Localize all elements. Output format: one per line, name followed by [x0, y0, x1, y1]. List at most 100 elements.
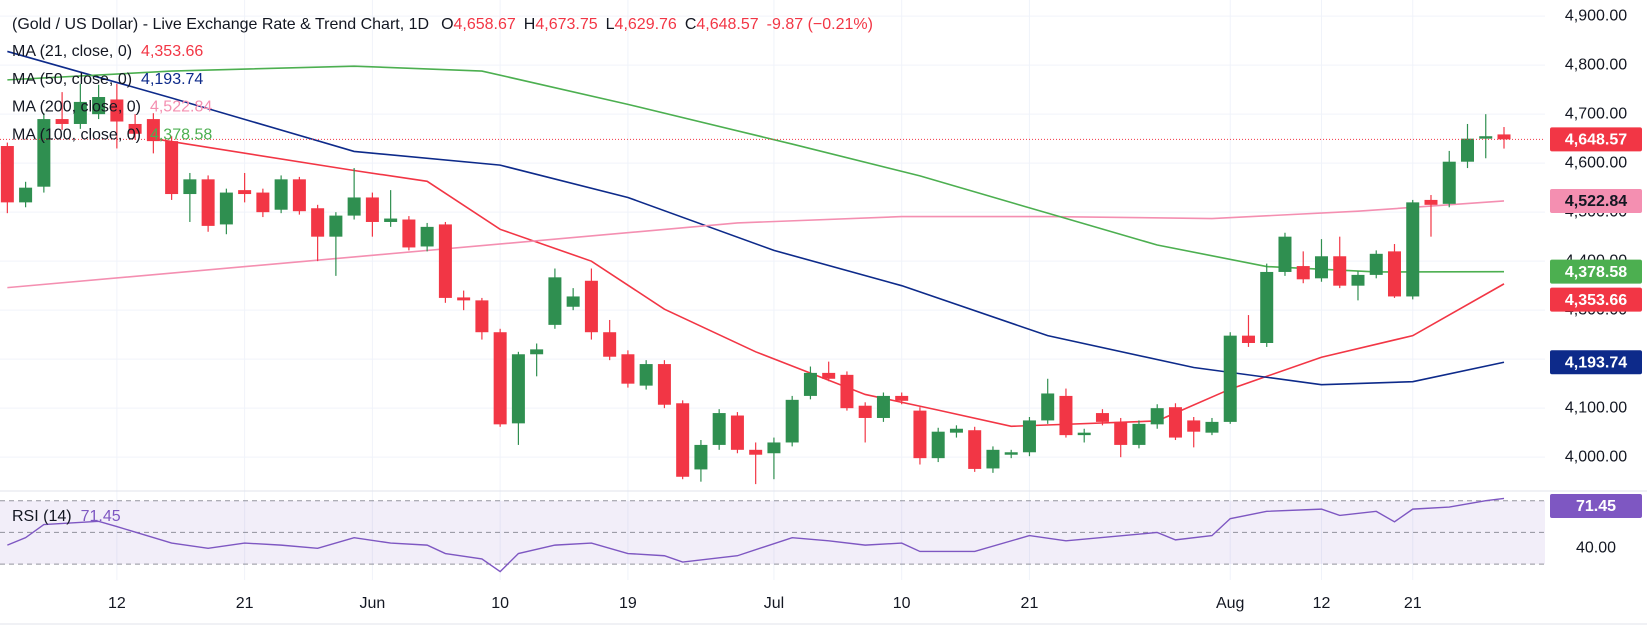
price-tag-label: 4,193.74	[1565, 354, 1627, 371]
candle-body	[530, 349, 544, 355]
candle-body	[0, 146, 14, 203]
ohlc-letter: H	[524, 16, 536, 33]
rsi-name: RSI (14)	[12, 508, 72, 525]
candle-body	[1022, 420, 1036, 453]
candle-body	[657, 364, 671, 405]
candle-body	[292, 179, 306, 212]
legend-entry: MA (100, close, 0) 4,378.58	[12, 127, 212, 144]
ma-line	[7, 200, 1505, 289]
candle-body	[895, 395, 909, 401]
candle-body	[876, 395, 890, 418]
rsi-value: 71.45	[81, 508, 121, 525]
candle-body	[384, 218, 398, 222]
candle-body	[457, 297, 471, 301]
price-tag	[1550, 188, 1642, 213]
candle-body	[548, 277, 562, 325]
candle-body	[1059, 395, 1073, 436]
candle-body	[767, 442, 781, 454]
y-tick-label: 4,600.00	[1565, 154, 1627, 171]
candle-body	[785, 399, 799, 443]
candle-body	[621, 354, 635, 384]
x-tick-label: 21	[1404, 595, 1422, 612]
candle-body	[566, 296, 580, 307]
change: -9.87 (−0.21%)	[767, 16, 873, 33]
ohlc-value: 4,648.57	[696, 16, 758, 33]
ohlc-letter: C	[685, 16, 697, 33]
legend-name: MA (200, close, 0)	[12, 99, 141, 116]
ohlc-value: 4,629.76	[615, 16, 677, 33]
candle-body	[347, 197, 361, 216]
candle-body	[822, 372, 836, 379]
candle-body	[1369, 253, 1383, 275]
candle-body	[329, 215, 343, 237]
candle-body	[438, 224, 452, 298]
x-tick-label: 21	[1021, 595, 1039, 612]
candle-body	[19, 187, 33, 203]
x-tick-label: 12	[1313, 595, 1331, 612]
rsi-panel: 40.00	[0, 497, 1616, 573]
candle-body	[420, 226, 434, 247]
candle-body	[475, 300, 489, 333]
candle-body	[238, 190, 252, 195]
candle-body	[511, 354, 525, 424]
candle-body	[1314, 256, 1328, 279]
rsi-band	[0, 500, 1545, 565]
candle-body	[201, 179, 215, 226]
rsi-line	[7, 497, 1505, 573]
candle-body	[1296, 266, 1310, 280]
candle-body	[949, 428, 963, 433]
candle-body	[749, 449, 763, 455]
candle-body	[1077, 432, 1091, 436]
ma-line	[153, 137, 1505, 428]
candle-body	[146, 119, 160, 142]
price-tag	[1550, 127, 1642, 152]
candle-body	[183, 179, 197, 195]
candle-body	[311, 208, 325, 237]
y-tick-label: 4,700.00	[1565, 105, 1627, 122]
legend-value: 4,522.84	[150, 99, 212, 116]
legend-name: MA (50, close, 0)	[12, 71, 132, 88]
candles	[0, 83, 1545, 485]
candle-body	[694, 444, 708, 470]
candle-body	[803, 372, 817, 396]
y-tick-label: 4,800.00	[1565, 56, 1627, 73]
candle-body	[55, 119, 69, 124]
price-tag-label: 4,522.84	[1565, 193, 1627, 210]
ohlc-letter: O	[441, 16, 453, 33]
candle-body	[365, 197, 379, 222]
candle-body	[931, 431, 945, 459]
candle-body	[858, 405, 872, 418]
price-tag	[1550, 259, 1642, 284]
candle-body	[1479, 136, 1493, 139]
candle-body	[584, 280, 598, 333]
price-tag	[1550, 494, 1642, 518]
candle-body	[1223, 335, 1237, 422]
candle-body	[219, 192, 233, 225]
rsi-tick-label: 40.00	[1576, 540, 1616, 557]
y-tick-label: 4,000.00	[1565, 448, 1627, 465]
price-tag-label: 71.45	[1576, 498, 1616, 515]
candle-body	[128, 123, 142, 134]
legend-entry: MA (200, close, 0) 4,522.84	[12, 99, 212, 116]
candle-body	[603, 332, 617, 357]
candle-body	[840, 374, 854, 409]
candle-body	[1205, 421, 1219, 433]
price-tag-label: 4,378.58	[1565, 264, 1627, 281]
labels: 4,000.004,100.004,200.004,300.004,400.00…	[12, 7, 1627, 612]
candle-body	[73, 101, 87, 124]
ma-line	[7, 50, 1505, 386]
candle-body	[37, 119, 51, 187]
ohlc-value: 4,673.75	[535, 16, 597, 33]
candle-body	[402, 219, 416, 248]
candle-body	[1424, 199, 1438, 205]
legend-entry: MA (50, close, 0) 4,193.74	[12, 71, 203, 88]
candle-body	[256, 192, 270, 213]
candle-body	[1406, 202, 1420, 297]
price-tag-label: 4,648.57	[1565, 132, 1627, 149]
candle-body	[1187, 420, 1201, 432]
legend-value: 4,353.66	[141, 43, 203, 60]
legend-entry: MA (21, close, 0) 4,353.66	[12, 43, 203, 60]
candle-body	[676, 403, 690, 477]
